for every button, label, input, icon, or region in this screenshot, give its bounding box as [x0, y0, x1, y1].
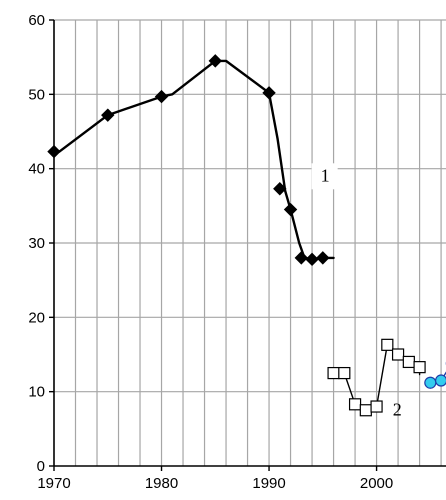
x-tick-label: 1970: [37, 475, 70, 492]
series-2-point: [402, 355, 415, 369]
series-1-point: [101, 108, 115, 122]
series-1-point: [262, 86, 276, 100]
series-2-point: [327, 366, 340, 380]
x-tick-label: 2000: [360, 475, 393, 492]
series-1-point: [273, 182, 287, 196]
series-1-point: [283, 202, 298, 217]
y-tick-label: 40: [28, 161, 45, 178]
y-tick-label: 60: [28, 12, 45, 29]
tick-labels: 010203040506019701980199020002010: [28, 12, 393, 492]
y-tick-label: 30: [28, 235, 45, 252]
series-1-point: [47, 144, 61, 159]
y-tick-label: 10: [28, 384, 45, 401]
series-1-label-bg: [311, 163, 338, 190]
y-tick-label: 50: [28, 86, 45, 103]
series-1-label: 1: [321, 165, 330, 185]
series-1-line: [58, 59, 335, 261]
series-layer: [47, 54, 446, 417]
axes: [49, 19, 446, 471]
series-2-point: [370, 400, 383, 413]
series-1-point: [154, 89, 169, 104]
series-1-point: [316, 251, 330, 265]
x-tick-label: 1990: [252, 475, 285, 492]
series-3-point: [434, 374, 446, 387]
series-3-point: [424, 376, 437, 389]
series-labels: 123: [311, 163, 402, 419]
series-2-point: [391, 348, 405, 361]
grid: [54, 19, 446, 466]
series-1-point: [305, 252, 319, 267]
series-3-line: [429, 371, 446, 384]
series-2-point: [338, 366, 351, 380]
series-2-point: [348, 398, 362, 411]
series-2-label: 2: [393, 399, 402, 419]
y-tick-label: 20: [28, 309, 45, 326]
series-2-point: [413, 361, 426, 374]
series-2-point: [359, 404, 372, 417]
series-2-point: [381, 338, 394, 351]
series-1-point: [294, 251, 309, 265]
series-1-point: [208, 54, 222, 68]
x-tick-label: 1980: [145, 475, 178, 492]
y-tick-label: 0: [37, 458, 45, 475]
